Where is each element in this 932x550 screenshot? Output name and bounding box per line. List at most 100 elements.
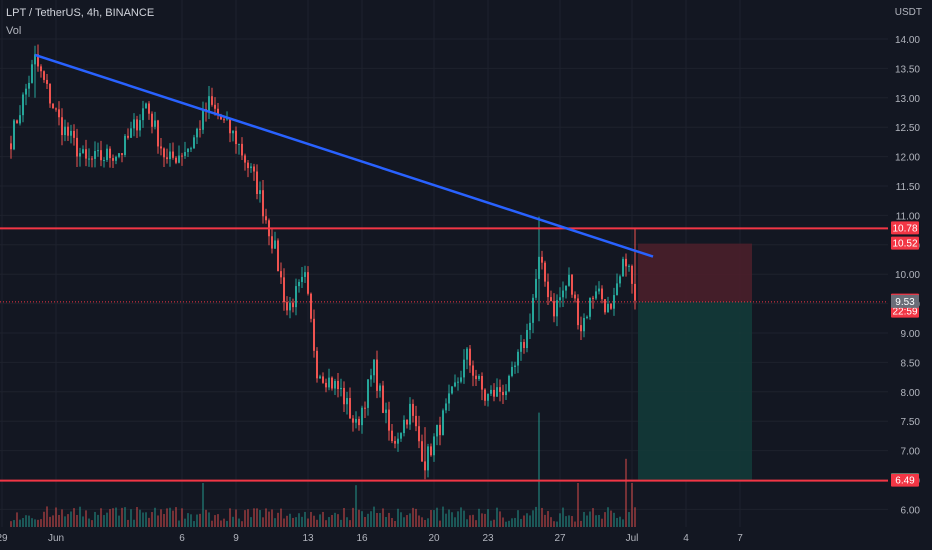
volume-bar (550, 517, 552, 527)
candle-body (61, 117, 63, 136)
candle-body (487, 393, 489, 401)
candle-body (517, 351, 519, 366)
volume-bar (25, 515, 27, 527)
volume-bar (523, 515, 525, 527)
volume-bar (22, 517, 24, 527)
currency-label: USDT (894, 7, 922, 18)
volume-bar (109, 509, 111, 527)
candle-body (454, 382, 456, 387)
position-zones[interactable] (638, 243, 752, 480)
volume-bar (445, 513, 447, 527)
volume-bar (415, 508, 417, 527)
volume-bar (421, 517, 423, 527)
candle-body (523, 342, 525, 349)
price-badge-countdown: 22:59 (892, 307, 917, 318)
volume-bar (226, 520, 228, 527)
time-axis[interactable]: 29 Jun 6 9 13 16 20 23 27 Jul 4 7 (0, 533, 743, 544)
volume-bar (322, 511, 324, 527)
candle-body (289, 302, 291, 311)
volume-bar (457, 511, 459, 527)
candle-body (100, 150, 102, 161)
volume-bar (163, 514, 165, 527)
candle-body (355, 418, 357, 423)
volume-bar (37, 519, 39, 527)
volume-bar (214, 515, 216, 527)
price-axis[interactable]: 14.0013.5013.0012.5012.0011.5011.0010.50… (895, 35, 920, 516)
candle-body (481, 375, 483, 390)
candle-body (598, 288, 600, 292)
volume-bar (409, 513, 411, 527)
volume-bar (271, 509, 273, 527)
volume-bar (238, 518, 240, 527)
x-tick-label: 23 (482, 533, 494, 544)
volume-bar (148, 517, 150, 527)
drawings[interactable] (0, 53, 888, 482)
volume-bar (64, 516, 66, 527)
volume-bar (31, 518, 33, 527)
volume-bar (460, 507, 462, 527)
volume-bar (370, 511, 372, 527)
x-tick-label: 20 (428, 533, 440, 544)
volume-bar (199, 513, 201, 527)
volume-bar (58, 514, 60, 527)
candle-body (151, 113, 153, 127)
volume-bar (151, 512, 153, 527)
price-badge-value: 10.78 (892, 223, 917, 234)
price-badge-value: 9.53 (895, 297, 915, 308)
candle-body (436, 424, 438, 437)
candle-body (286, 302, 288, 311)
candle-body (127, 135, 129, 138)
volume-indicator-label[interactable]: Vol (6, 25, 22, 37)
candle-body (337, 380, 339, 390)
volume-bar (76, 514, 78, 527)
volume-bar (49, 516, 51, 527)
volume-bar (97, 514, 99, 527)
candle-body (388, 409, 390, 431)
stop-loss-zone (638, 243, 752, 302)
volume-bar (280, 508, 282, 527)
candle-body (178, 155, 180, 163)
volume-bar (16, 512, 18, 527)
volume-bar (418, 515, 420, 527)
price-badge: 9.53 (891, 294, 919, 308)
volume-bar (607, 507, 609, 527)
candle-body (553, 301, 555, 317)
candle-body (400, 433, 402, 439)
candle-body (34, 54, 36, 65)
volume-bar (19, 519, 21, 527)
candle-body (592, 297, 594, 299)
volume-bar (433, 510, 435, 527)
candle-body (67, 126, 69, 136)
volume-bar (526, 513, 528, 527)
volume-bar (364, 516, 366, 527)
candle-body (157, 120, 159, 147)
volume-bar (190, 514, 192, 527)
volume-bar (610, 510, 612, 527)
candle-body (424, 461, 426, 471)
volume-bar (262, 517, 264, 527)
candle-body (292, 302, 294, 308)
candle-body (391, 430, 393, 442)
candle-body (370, 375, 372, 380)
candle-body (514, 365, 516, 367)
candle-body (442, 410, 444, 436)
candle-body (106, 148, 108, 160)
candle-body (187, 148, 189, 153)
candle-body (43, 71, 45, 80)
y-tick-label: 8.50 (901, 358, 921, 369)
volume-bar (169, 507, 171, 527)
volume-bar (91, 520, 93, 527)
candle-body (196, 128, 198, 138)
volume-bar (577, 483, 579, 527)
candle-body (169, 151, 171, 160)
volume-bar (622, 519, 624, 527)
volume-bar (628, 512, 630, 527)
grid (0, 0, 888, 527)
candle-body (253, 166, 255, 172)
candle-body (307, 272, 309, 294)
volume-bar (286, 515, 288, 527)
volume-bar (157, 515, 159, 527)
candle-body (493, 389, 495, 397)
candle-body (103, 159, 105, 161)
